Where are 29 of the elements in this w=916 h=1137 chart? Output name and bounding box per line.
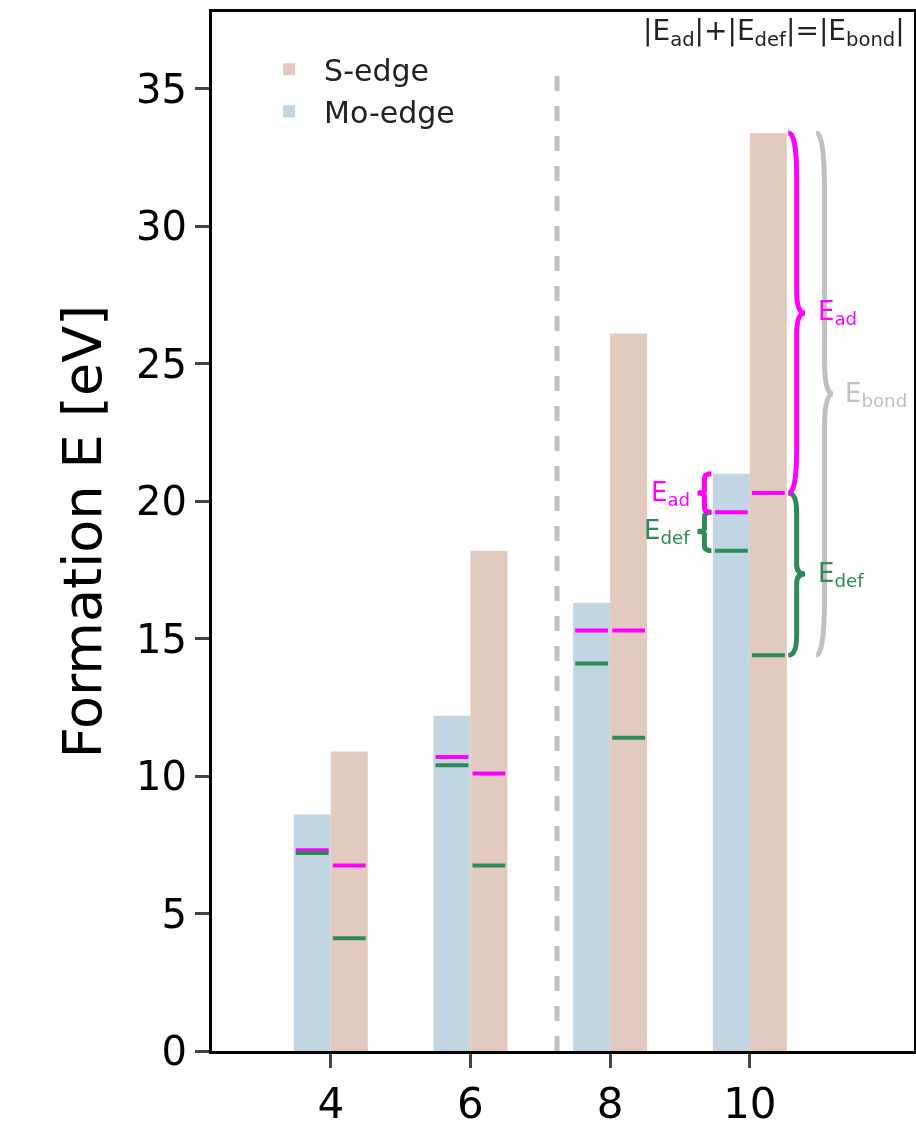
bar	[712, 473, 750, 1051]
bar	[749, 132, 787, 1051]
annotation: E$_{def}$	[818, 558, 865, 592]
x-tick-label: 10	[723, 1079, 777, 1129]
annotation: E$_{ad}$	[818, 296, 858, 330]
y-tick-label: 35	[136, 65, 187, 112]
annotation: E$_{ad}$	[651, 477, 691, 511]
annotation: |E$_{ad}$|+|E$_{def}$|=|E$_{bond}$|	[643, 14, 905, 51]
bar	[573, 602, 611, 1051]
bar	[610, 333, 648, 1051]
y-tick-label: 20	[136, 478, 187, 525]
y-axis-title: Formation E [eV]	[50, 304, 114, 759]
bar	[330, 751, 368, 1051]
y-tick-label: 10	[136, 753, 187, 800]
y-tick-label: 25	[136, 340, 187, 387]
y-tick-label: 0	[161, 1028, 187, 1074]
y-tick-label: 30	[136, 203, 187, 250]
bar	[470, 550, 508, 1051]
x-tick-label: 4	[317, 1079, 345, 1129]
y-tick-label: 5	[161, 890, 187, 937]
y-tick-label: 15	[136, 615, 187, 662]
annotation: E$_{bond}$	[845, 378, 908, 412]
bar	[433, 715, 471, 1051]
annotation: E$_{def}$	[644, 515, 691, 549]
x-tick-label: 8	[596, 1079, 624, 1129]
legend-label: Mo-edge	[324, 94, 455, 130]
bar	[293, 814, 331, 1051]
legend-label: S-edge	[324, 52, 429, 88]
x-tick-label: 6	[457, 1079, 484, 1129]
